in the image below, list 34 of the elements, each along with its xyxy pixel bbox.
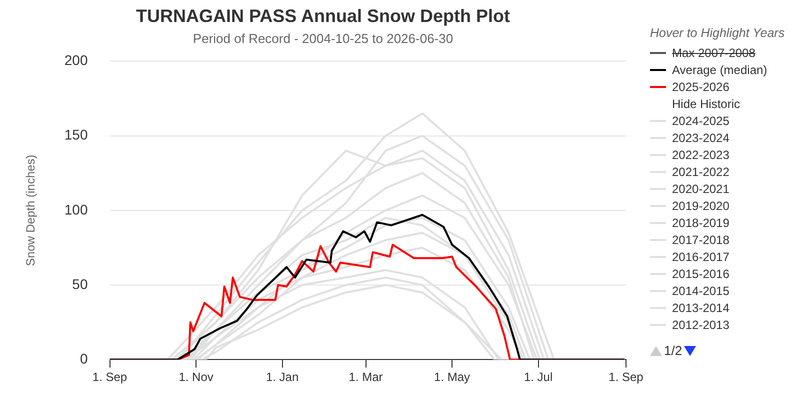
- legend-label: 2014-2015: [672, 284, 730, 298]
- chart-title: TURNAGAIN PASS Annual Snow Depth Plot: [136, 6, 510, 26]
- y-tick-label: 100: [64, 201, 88, 218]
- text: Max 2007-2008: [672, 46, 756, 60]
- legend-label: 2017-2018: [672, 232, 730, 246]
- legend-label: 2019-2020: [672, 198, 730, 212]
- legend-label: 2023-2024: [672, 130, 730, 144]
- x-tick-label: 1. Mar: [348, 370, 383, 384]
- x-tick-label: 1. Jul: [524, 370, 553, 384]
- y-tick-label: 150: [64, 126, 88, 143]
- x-tick-label: 1. May: [434, 370, 470, 384]
- legend-label: 2020-2021: [672, 182, 730, 196]
- y-tick-label: 50: [72, 276, 88, 292]
- legend-label: 2018-2019: [672, 216, 730, 230]
- chart-subtitle: Period of Record - 2004-10-25 to 2026-06-30: [192, 30, 454, 46]
- x-tick-label: 1. Sep: [92, 370, 128, 384]
- legend-label: 2016-2017: [672, 250, 730, 264]
- y-axis-title: Snow Depth (inches): [24, 154, 38, 266]
- y-tick-label: 0: [80, 350, 88, 366]
- x-tick-label: 1. Jan: [266, 370, 299, 384]
- legend-label: 2021-2022: [672, 164, 730, 178]
- legend-label: 2024-2025: [672, 114, 730, 128]
- text: Hide Historic: [672, 96, 740, 110]
- legend-label: 2025-2026: [672, 80, 730, 94]
- legend-label: 2015-2016: [672, 266, 730, 280]
- y-tick-label: 200: [64, 52, 88, 68]
- legend-label: Average (median): [672, 62, 768, 76]
- legend-label: 2013-2014: [672, 300, 730, 314]
- text: 1/2: [664, 343, 682, 358]
- legend-title: Hover to Highlight Years: [650, 26, 786, 40]
- legend-label: 2012-2013: [672, 318, 730, 332]
- x-tick-label: 1. Nov: [178, 370, 214, 384]
- x-tick-label: 1. Sep: [608, 370, 644, 384]
- legend-label: 2022-2023: [672, 148, 730, 162]
